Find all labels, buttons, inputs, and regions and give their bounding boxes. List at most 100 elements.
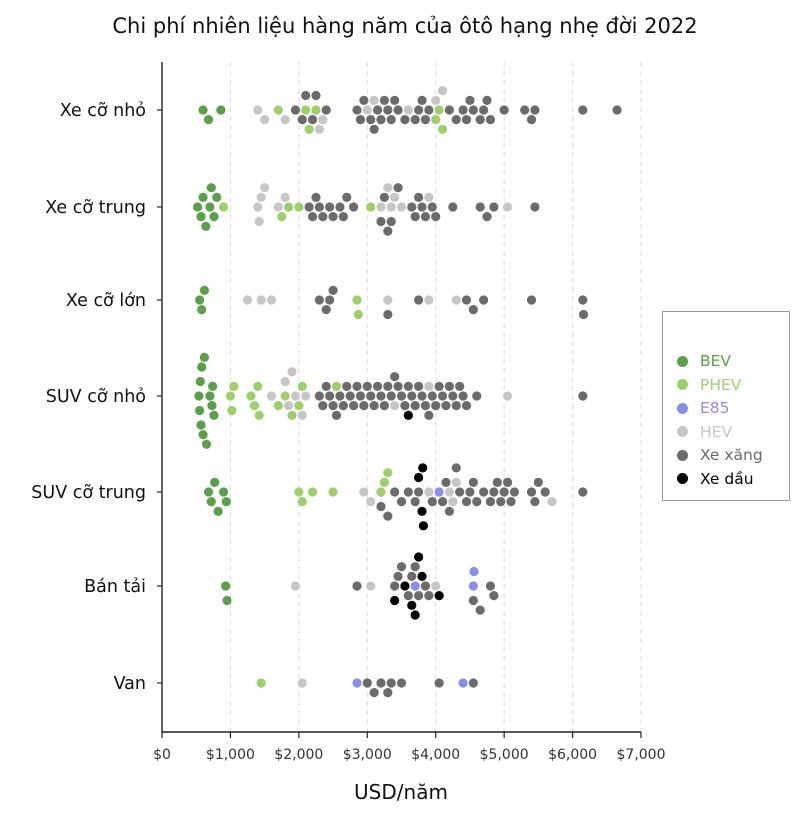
data-point-xe-xăng [359, 95, 369, 105]
data-point-phev [434, 105, 444, 115]
data-point-hev [273, 202, 283, 212]
data-point-hev [301, 391, 311, 401]
data-point-xe-xăng [372, 105, 383, 115]
data-point-bev [216, 105, 226, 115]
data-point-bev [206, 497, 216, 507]
data-point-xe-xăng [349, 401, 359, 411]
data-point-xe-xăng [499, 105, 509, 115]
data-point-hev [366, 581, 376, 591]
data-point-xe-xăng [444, 105, 454, 115]
data-point-phev [280, 391, 290, 401]
data-point-phev [273, 401, 283, 411]
data-point-xe-dầu [407, 600, 417, 610]
data-point-xe-xăng [390, 487, 400, 497]
data-point-xe-xăng [362, 381, 372, 391]
data-point-bev [203, 487, 214, 497]
data-point-bev [206, 183, 216, 193]
data-point-xe-xăng [526, 487, 537, 497]
legend-label: HEV [700, 422, 733, 441]
data-point-xe-xăng [342, 381, 352, 391]
data-point-hev [431, 95, 441, 105]
data-point-hev [297, 410, 307, 420]
data-point-xe-xăng [506, 497, 516, 507]
legend-item: Xe dầu [677, 468, 754, 490]
data-point-phev [218, 202, 229, 212]
data-point-xe-xăng [526, 115, 537, 125]
data-point-hev [260, 183, 270, 193]
legend-dot [677, 449, 688, 461]
data-point-xe-xăng [352, 581, 362, 591]
category-label: Xe cỡ trung [45, 198, 146, 218]
data-point-xe-xăng [420, 401, 431, 411]
data-point-e85 [434, 487, 444, 497]
data-point-xe-xăng [342, 192, 352, 202]
data-point-xe-xăng [362, 678, 372, 688]
data-point-xe-xăng [369, 124, 379, 134]
data-point-bev [205, 202, 215, 212]
data-point-xe-xăng [530, 202, 540, 212]
data-point-hev [444, 487, 454, 497]
data-point-bev [203, 115, 214, 125]
data-point-xe-xăng [376, 678, 386, 688]
data-point-bev [197, 305, 207, 315]
data-point-xe-xăng [311, 90, 321, 101]
data-point-hev [359, 487, 369, 497]
data-point-xe-xăng [489, 202, 499, 212]
data-point-xe-xăng [314, 202, 324, 212]
data-point-xe-xăng [420, 581, 431, 591]
data-point-xe-xăng [475, 115, 485, 125]
data-point-xe-xăng [465, 487, 475, 497]
data-point-phev [331, 381, 342, 391]
data-point-bev [195, 376, 205, 387]
data-point-xe-xăng [376, 501, 386, 512]
data-point-hev [256, 295, 266, 305]
data-point-xe-dầu [400, 581, 410, 591]
data-point-bev [222, 595, 232, 606]
data-point-bev [198, 105, 208, 115]
data-point-xe-xăng [325, 391, 335, 401]
legend-dot [677, 402, 688, 414]
category-label: SUV cỡ trung [31, 483, 146, 503]
data-point-xe-xăng [479, 487, 489, 497]
data-point-xe-xăng [468, 477, 478, 487]
data-points [192, 86, 622, 698]
data-point-xe-xăng [489, 591, 499, 601]
data-point-xe-xăng [441, 477, 451, 487]
data-point-xe-xăng [407, 202, 417, 212]
data-point-xe-xăng [489, 487, 499, 497]
data-point-xe-xăng [533, 477, 543, 487]
data-point-xe-xăng [393, 183, 403, 193]
data-point-xe-xăng [345, 391, 355, 401]
data-point-xe-xăng [502, 477, 513, 487]
data-point-phev [254, 410, 264, 420]
data-point-xe-xăng [352, 105, 362, 115]
data-point-hev [280, 115, 290, 125]
data-point-xe-xăng [307, 212, 318, 222]
data-point-phev [383, 468, 393, 478]
data-point-hev [260, 115, 270, 125]
data-point-xe-xăng [403, 381, 413, 391]
data-point-hev [386, 202, 396, 212]
data-point-phev [297, 381, 307, 391]
data-point-phev [294, 487, 304, 497]
data-point-xe-xăng [465, 95, 475, 105]
data-point-xe-xăng [475, 202, 485, 212]
data-point-xe-xăng [379, 401, 389, 411]
data-point-xe-xăng [403, 487, 413, 497]
data-point-hev [283, 401, 294, 411]
data-point-bev [198, 430, 208, 440]
data-point-xe-xăng [314, 295, 324, 305]
data-point-phev [283, 202, 294, 212]
data-point-phev [273, 105, 283, 115]
data-point-xe-dầu [434, 591, 444, 601]
legend-item: HEV [677, 421, 732, 443]
data-point-xe-xăng [407, 571, 417, 581]
data-point-hev [290, 391, 301, 401]
data-point-xe-xăng [479, 295, 489, 305]
data-point-xe-xăng [349, 202, 359, 212]
data-point-xe-dầu [410, 610, 420, 620]
data-point-xe-xăng [455, 487, 465, 497]
data-point-phev [328, 487, 338, 497]
x-tick-label: $0 [153, 747, 171, 763]
data-point-xe-xăng [427, 497, 437, 507]
